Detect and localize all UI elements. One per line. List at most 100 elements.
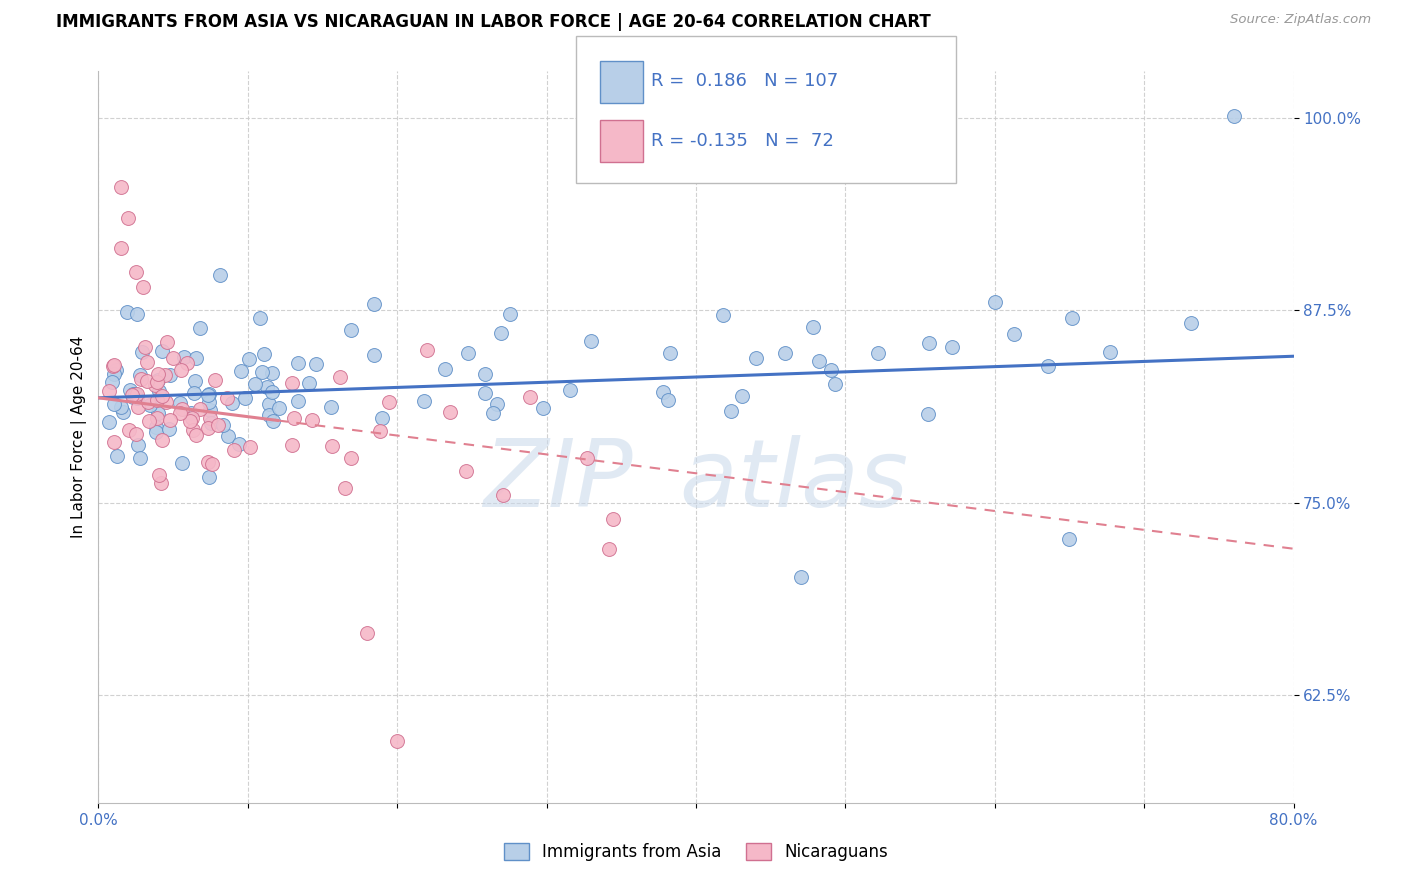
Point [110, 401, 132, 415]
Point [121, 387, 143, 401]
Point [127, 438, 149, 452]
Point [118, 424, 141, 438]
Point [356, 626, 378, 640]
Point [188, 321, 211, 335]
Point [801, 320, 824, 334]
Point [918, 335, 941, 350]
Point [146, 372, 169, 386]
Point [363, 347, 385, 361]
Point [201, 458, 224, 472]
Point [131, 344, 153, 359]
Point [228, 437, 250, 451]
Text: R =  0.186   N = 107: R = 0.186 N = 107 [651, 72, 838, 90]
Point [1059, 532, 1081, 546]
Point [256, 380, 278, 394]
Point [820, 362, 842, 376]
Point [143, 378, 166, 392]
Point [531, 401, 554, 416]
Point [159, 413, 181, 427]
Point [173, 351, 195, 365]
Point [941, 340, 963, 354]
Point [370, 424, 392, 438]
Point [149, 475, 172, 490]
Point [269, 401, 291, 416]
Point [121, 390, 143, 404]
Point [184, 427, 207, 442]
Point [125, 387, 148, 401]
Point [115, 304, 138, 318]
Point [181, 411, 204, 425]
Point [101, 375, 124, 389]
Point [385, 734, 409, 748]
Point [157, 422, 180, 436]
Point [155, 395, 177, 409]
Point [103, 367, 125, 381]
Point [127, 400, 149, 414]
Point [162, 351, 184, 366]
Point [125, 264, 148, 278]
Point [148, 384, 170, 398]
Point [304, 357, 326, 371]
Point [298, 376, 321, 390]
Point [329, 370, 352, 384]
Point [150, 433, 173, 447]
Point [105, 449, 128, 463]
Point [145, 393, 167, 408]
Point [866, 346, 889, 360]
Point [148, 406, 170, 420]
Legend: Immigrants from Asia, Nicaraguans: Immigrants from Asia, Nicaraguans [496, 836, 896, 868]
Point [138, 414, 160, 428]
Point [169, 406, 191, 420]
Point [339, 322, 361, 336]
Point [117, 211, 139, 225]
Point [180, 407, 202, 421]
Point [281, 376, 304, 390]
Point [110, 242, 132, 256]
Point [239, 440, 262, 454]
Point [489, 326, 512, 340]
Point [249, 311, 271, 326]
Point [321, 439, 343, 453]
Point [184, 351, 207, 366]
Point [1002, 326, 1025, 341]
Point [125, 427, 148, 442]
Point [134, 340, 156, 354]
Point [200, 403, 222, 417]
Point [281, 437, 304, 451]
Point [139, 398, 162, 412]
Point [321, 400, 343, 414]
Point [176, 356, 198, 370]
Point [731, 389, 754, 403]
Point [184, 374, 207, 388]
Point [197, 469, 219, 483]
Point [262, 384, 284, 399]
Point [145, 410, 167, 425]
Point [378, 395, 401, 409]
Point [457, 346, 479, 360]
Point [208, 268, 231, 282]
Point [145, 425, 167, 439]
Point [456, 464, 478, 478]
Point [207, 418, 229, 433]
Point [129, 372, 152, 386]
Point [499, 307, 522, 321]
Point [197, 388, 219, 402]
Point [204, 373, 226, 387]
Point [148, 368, 170, 382]
Point [657, 393, 679, 408]
Point [260, 366, 283, 380]
Point [283, 410, 305, 425]
Point [221, 396, 243, 410]
Point [98, 415, 121, 429]
Point [262, 414, 284, 428]
Point [217, 391, 239, 405]
Point [224, 442, 246, 457]
Point [217, 429, 239, 443]
Point [598, 541, 620, 556]
Point [153, 368, 176, 382]
Point [808, 353, 831, 368]
Point [659, 346, 682, 360]
Point [560, 383, 582, 397]
Point [581, 334, 603, 348]
Point [156, 334, 179, 349]
